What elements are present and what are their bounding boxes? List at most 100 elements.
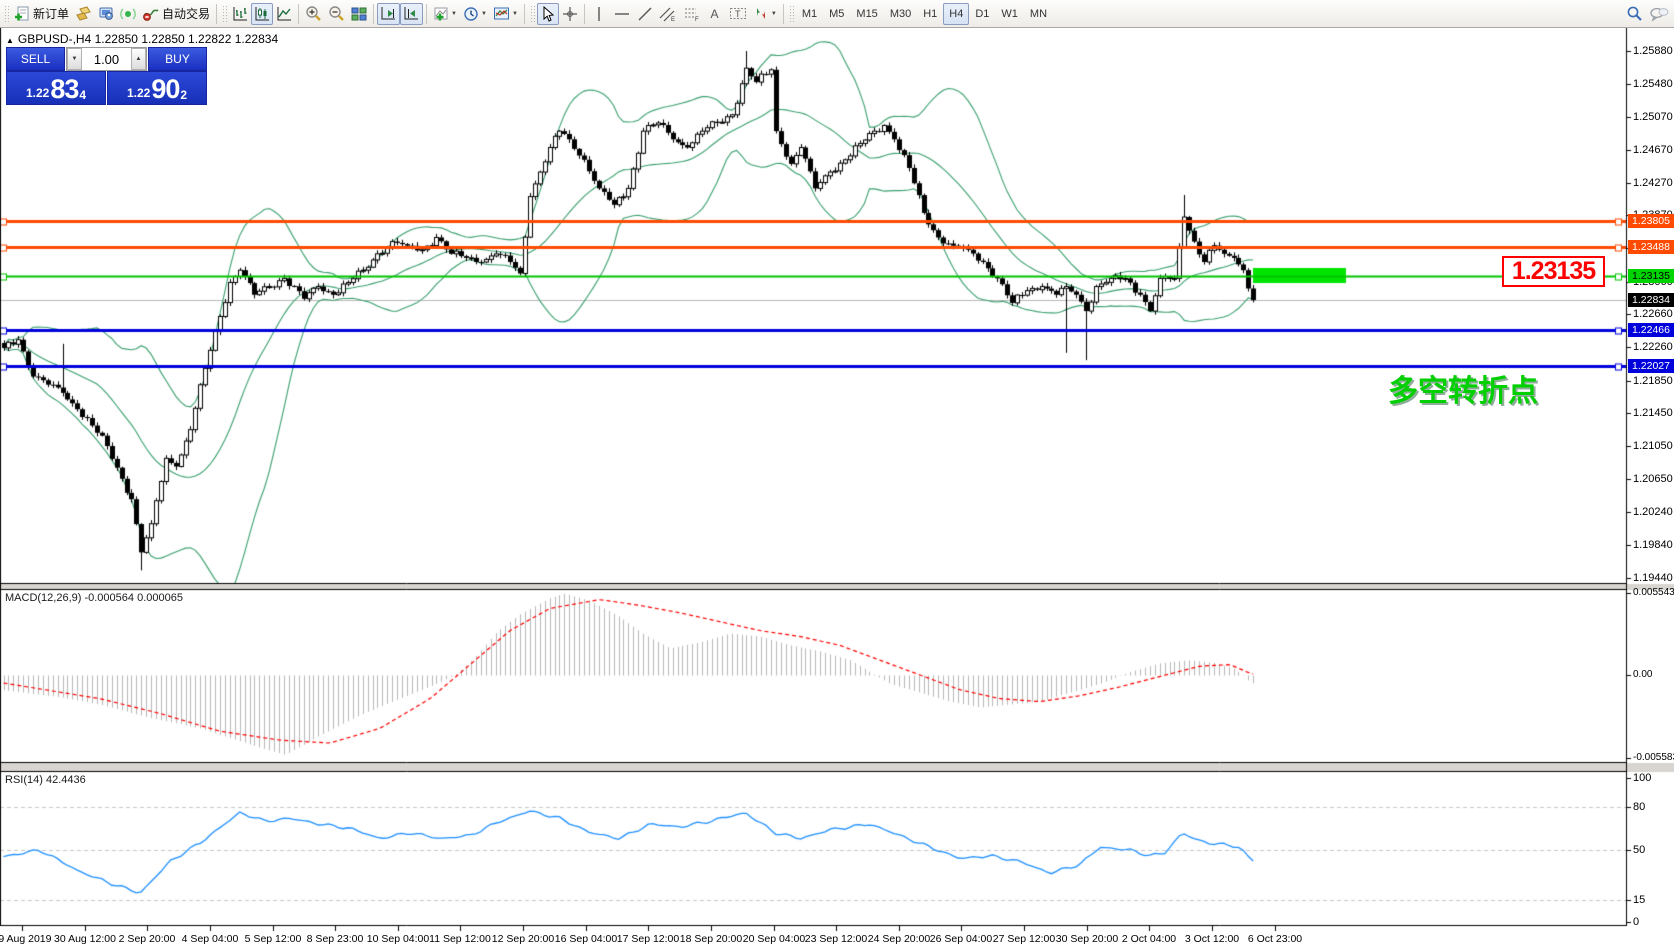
terminal-button[interactable]	[95, 3, 117, 25]
time-axis-label: 20 Sep 04:00	[742, 933, 806, 945]
zoom-in-icon	[305, 5, 322, 22]
price-tick-label: 1.25070	[1633, 111, 1673, 123]
new-order-button[interactable]: 新订单	[11, 3, 72, 25]
vertical-line-icon	[593, 6, 605, 22]
time-axis-label: 5 Sep 12:00	[244, 933, 302, 945]
timeframe-button-d1[interactable]: D1	[975, 7, 990, 20]
time-axis-label: 3 Oct 12:00	[1184, 933, 1240, 945]
templates-button[interactable]: ▼	[490, 3, 521, 25]
time-axis-label: 27 Sep 12:00	[992, 933, 1056, 945]
price-tick-label: 1.21450	[1633, 407, 1673, 419]
buy-button[interactable]: BUY	[148, 47, 207, 71]
fibonacci-button[interactable]: F	[680, 3, 704, 25]
collapse-triangle-icon: ▲	[6, 36, 14, 45]
toolbar-grip	[4, 4, 9, 23]
autotrading-button[interactable]: 自动交易	[139, 3, 213, 25]
rsi-tick-label: 100	[1633, 772, 1652, 784]
time-axis-label: 29 Aug 2019	[0, 933, 52, 945]
chart-area[interactable]	[0, 28, 1674, 950]
price-tick-label: 1.21050	[1633, 440, 1673, 452]
new-order-label: 新订单	[33, 7, 70, 21]
search-icon	[1626, 5, 1643, 22]
fibonacci-icon: F	[683, 6, 701, 22]
macd-indicator-label: MACD(12,26,9) -0.000564 0.000065	[5, 592, 183, 604]
auto-scroll-icon	[380, 6, 397, 21]
volume-increase-button[interactable]: ▲	[131, 48, 146, 70]
indicators-button[interactable]: ▼	[430, 3, 460, 25]
sell-quote-button[interactable]: 1.22 83 4	[6, 71, 106, 105]
horizontal-line-button[interactable]	[610, 3, 634, 25]
periods-button[interactable]: ▼	[460, 3, 490, 25]
new-order-icon	[14, 6, 30, 22]
channel-button[interactable]: E	[656, 3, 680, 25]
zoom-out-button[interactable]	[325, 3, 348, 25]
toolbar-separator	[523, 3, 525, 24]
sell-price-big: 83	[50, 74, 79, 104]
chat-button[interactable]	[1646, 3, 1672, 25]
trendline-button[interactable]	[634, 3, 656, 25]
arrows-button[interactable]: ▼	[750, 3, 780, 25]
autotrading-icon	[142, 6, 159, 21]
chart-shift-button[interactable]	[400, 2, 424, 25]
price-tick-label: 1.22660	[1633, 308, 1673, 320]
templates-icon	[493, 6, 510, 21]
zoom-in-button[interactable]	[302, 3, 325, 25]
time-axis-label: 12 Sep 20:00	[491, 933, 555, 945]
buy-price-small: 1.22	[126, 86, 151, 100]
candlestick-chart-type-button[interactable]	[251, 2, 274, 25]
svg-text:T: T	[735, 9, 741, 19]
macd-tick-label: -0.005583	[1633, 752, 1674, 763]
crosshair-button[interactable]	[559, 3, 581, 25]
time-axis-label: 6 Oct 23:00	[1247, 933, 1303, 945]
timeframe-button-h4[interactable]: H4	[943, 2, 970, 25]
search-button[interactable]	[1623, 3, 1646, 25]
timeframe-button-w1[interactable]: W1	[1001, 7, 1018, 20]
cursor-icon	[541, 5, 555, 22]
terminal-icon	[98, 6, 114, 21]
buy-quote-button[interactable]: 1.22 90 2	[107, 71, 207, 105]
chevron-down-icon: ▼	[451, 10, 457, 17]
toolbar-separator	[583, 3, 585, 24]
tile-windows-icon	[351, 6, 367, 21]
price-tick-label: 1.24270	[1633, 177, 1673, 189]
timeframe-button-h1[interactable]: H1	[923, 7, 938, 20]
timeframe-button-m15[interactable]: M15	[856, 7, 878, 20]
timeframe-button-mn[interactable]: MN	[1029, 7, 1048, 20]
svg-text:F: F	[695, 17, 699, 22]
gold-icon	[75, 6, 92, 21]
vertical-line-button[interactable]	[588, 3, 610, 25]
chart-annotation-text: 多空转折点	[1388, 375, 1538, 408]
timeframe-button-m30[interactable]: M30	[889, 7, 912, 20]
price-tag: 1.23805	[1628, 214, 1674, 228]
periods-icon	[463, 6, 479, 22]
svg-text:A: A	[710, 7, 718, 21]
timeframe-button-m1[interactable]: M1	[801, 7, 818, 20]
price-tag: 1.22027	[1628, 359, 1674, 373]
text-label-button[interactable]: T	[726, 3, 750, 25]
timeframe-button-m5[interactable]: M5	[829, 7, 845, 20]
auto-scroll-button[interactable]	[377, 2, 401, 25]
price-tick-label: 1.24670	[1633, 144, 1673, 156]
main-toolbar: 新订单 自动交易	[0, 0, 1674, 28]
rsi-tick-label: 0	[1633, 916, 1640, 928]
horizontal-line-icon	[613, 8, 631, 20]
rsi-indicator-label: RSI(14) 42.4436	[5, 774, 86, 786]
text-icon: A	[708, 6, 722, 21]
line-chart-type-button[interactable]	[273, 3, 295, 25]
tile-windows-button[interactable]	[348, 3, 370, 25]
price-alert-box[interactable]: 1.23135	[1502, 256, 1605, 287]
sell-button[interactable]: SELL	[6, 47, 65, 71]
time-axis-label: 8 Sep 23:00	[306, 933, 364, 945]
price-tick-label: 1.22260	[1633, 341, 1673, 353]
toolbar-grip	[788, 4, 794, 23]
text-button[interactable]: A	[704, 3, 726, 25]
chart-window: ▲ GBPUSD-,H4 1.22850 1.22850 1.22822 1.22…	[0, 28, 1674, 950]
cursor-button[interactable]	[536, 2, 559, 25]
market-button[interactable]	[72, 3, 95, 25]
volume-input[interactable]	[82, 48, 131, 70]
volume-decrease-button[interactable]: ▼	[67, 48, 82, 70]
price-tick-label: 1.21850	[1633, 375, 1673, 387]
buy-price-big: 90	[151, 74, 180, 104]
signals-button[interactable]	[117, 3, 139, 25]
bar-chart-type-button[interactable]	[229, 3, 251, 25]
